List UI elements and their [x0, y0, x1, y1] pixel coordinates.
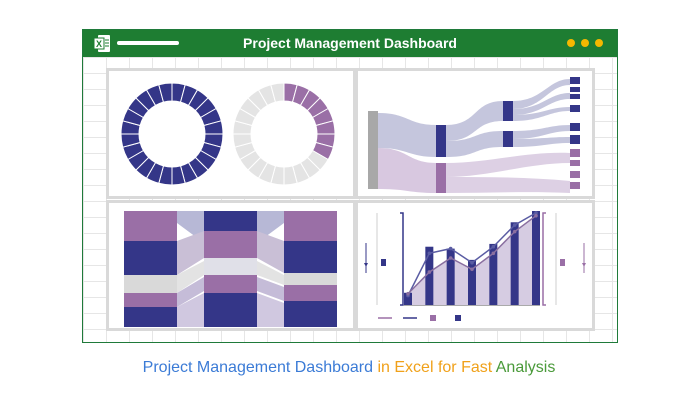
window-control-dot[interactable]	[567, 39, 575, 47]
line-series-1-point	[470, 260, 474, 265]
donut-charts-panel	[106, 68, 356, 199]
stacked-flow-chart	[124, 211, 337, 327]
caption-title: Project Management Dashboard	[142, 359, 374, 376]
legend-swatch	[455, 315, 461, 321]
caption: Project Management Dashboard in Excel fo…	[0, 359, 698, 377]
axis-marker-arrow	[364, 263, 368, 267]
app-window: X Project Management Dashboard	[82, 29, 618, 343]
combo-chart	[364, 211, 586, 321]
bar	[489, 243, 498, 305]
axis-marker	[560, 259, 565, 266]
stacked-flow-chart-panel	[106, 200, 356, 331]
donut-2-segment	[270, 82, 285, 103]
title-bar: X Project Management Dashboard	[83, 30, 617, 57]
bar	[425, 246, 434, 305]
bar	[510, 222, 519, 305]
line-series-2-point	[491, 251, 496, 256]
caption-end: Analysis	[495, 359, 556, 376]
combo-chart-panel	[355, 200, 595, 331]
line-series-1-point	[534, 211, 538, 215]
menu-placeholder-bar	[117, 41, 179, 45]
sankey-chart	[368, 77, 580, 193]
svg-text:X: X	[96, 39, 102, 49]
window-title: Project Management Dashboard	[243, 35, 457, 51]
bar	[404, 292, 412, 305]
line-series-1-point	[448, 246, 453, 251]
excel-icon: X	[94, 35, 110, 52]
bar	[468, 259, 476, 305]
line-series-2-point	[448, 256, 453, 260]
line-series-1-point	[427, 251, 432, 256]
axis-marker	[381, 259, 386, 266]
window-control-dot[interactable]	[581, 39, 589, 47]
bar	[532, 211, 540, 305]
window-controls	[567, 39, 603, 47]
line-series-2-point	[427, 270, 432, 274]
axis-marker-arrow	[582, 263, 586, 267]
sankey-chart-panel	[355, 68, 595, 199]
bar	[446, 248, 455, 305]
line-series-2-point	[470, 267, 474, 272]
line-series-1-point	[491, 244, 496, 249]
spreadsheet-grid	[83, 57, 617, 342]
y-axis-bracket-left	[400, 212, 404, 306]
donut-charts	[120, 82, 336, 186]
line-series-2-point	[534, 213, 538, 218]
window-control-dot[interactable]	[595, 39, 603, 47]
line-series-1-point	[512, 223, 517, 227]
donut-1-segment	[158, 82, 173, 103]
y-axis-bracket-right	[542, 212, 546, 306]
area-series	[408, 215, 536, 305]
caption-middle: in Excel for Fast	[373, 359, 496, 376]
line-series-2-point	[512, 229, 517, 234]
legend-swatch	[430, 315, 436, 321]
line-series-2-point	[406, 291, 410, 296]
